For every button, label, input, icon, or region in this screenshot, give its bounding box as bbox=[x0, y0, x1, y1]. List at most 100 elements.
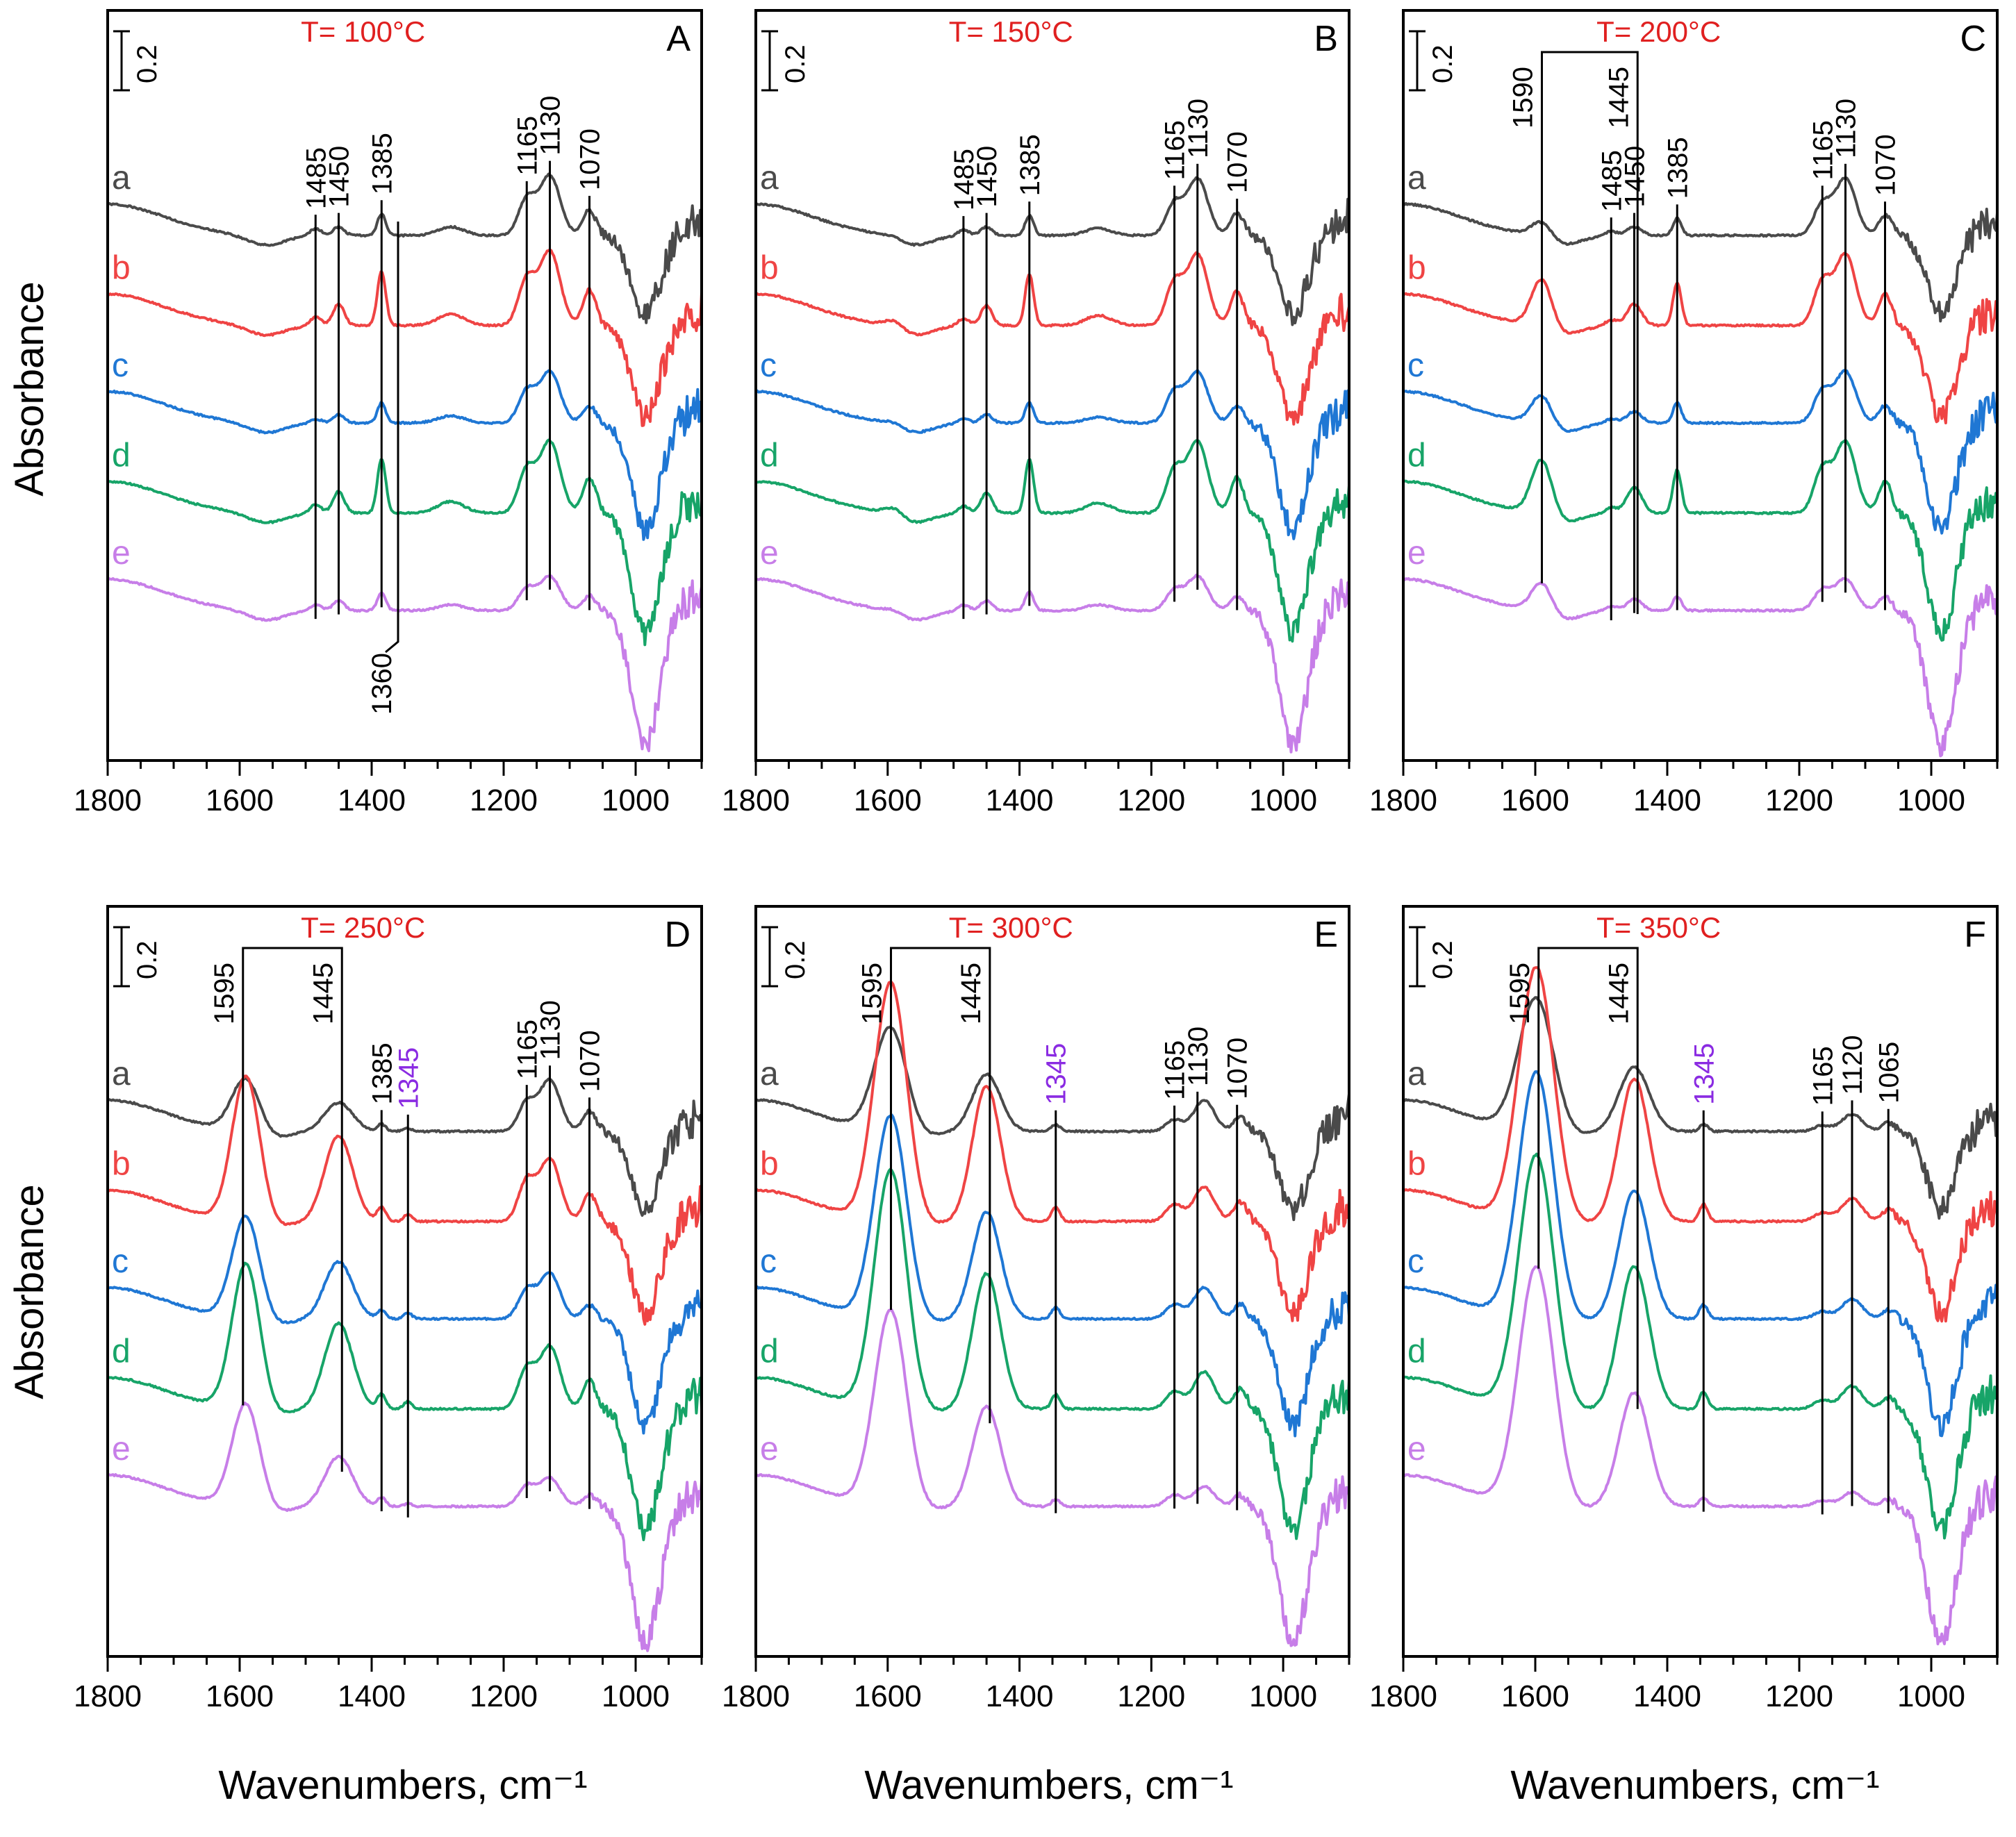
bracket-label-left: 1590 bbox=[1508, 67, 1539, 128]
series-label-e: e bbox=[760, 535, 779, 572]
x-tick-label-1400: 1400 bbox=[338, 783, 406, 817]
spectrum-a-e bbox=[106, 574, 703, 753]
x-tick-label-1800: 1800 bbox=[74, 1679, 142, 1713]
peak-label-1385: 1385 bbox=[367, 133, 397, 194]
peak-label-1070: 1070 bbox=[1223, 1038, 1253, 1099]
peak-label-1485: 1485 bbox=[949, 149, 980, 210]
peak-label-1485: 1485 bbox=[1596, 150, 1627, 212]
peak-label-1070: 1070 bbox=[1871, 134, 1901, 196]
series-label-c: c bbox=[1407, 1243, 1424, 1280]
series-label-a: a bbox=[112, 160, 131, 197]
peak-label-1345: 1345 bbox=[1689, 1043, 1719, 1105]
series-label-e: e bbox=[112, 535, 131, 572]
scale-bar-label: 0.2 bbox=[1428, 44, 1458, 83]
series-label-c: c bbox=[760, 347, 777, 384]
x-tick-label-1000: 1000 bbox=[602, 783, 670, 817]
peak-label-1385: 1385 bbox=[1662, 137, 1693, 199]
peak-label-1130: 1130 bbox=[1831, 99, 1862, 158]
x-tick-label-1400: 1400 bbox=[1633, 1679, 1701, 1713]
bracket-label-left: 1595 bbox=[209, 963, 240, 1024]
spectrum-b-c bbox=[754, 369, 1350, 540]
spectrum-c-c bbox=[1402, 369, 1999, 535]
series-label-b: b bbox=[1407, 1145, 1426, 1182]
peak-label-1165: 1165 bbox=[512, 116, 543, 176]
bracket-label-right: 1445 bbox=[1603, 67, 1634, 128]
series-label-a: a bbox=[1407, 1056, 1426, 1092]
bracket-label-left: 1595 bbox=[1505, 963, 1535, 1024]
series-label-e: e bbox=[1407, 1431, 1426, 1468]
spectrum-a-a bbox=[106, 172, 703, 324]
peak-label-1130: 1130 bbox=[536, 96, 566, 156]
panel-title: T= 250°C bbox=[301, 911, 425, 944]
series-label-d: d bbox=[112, 437, 131, 474]
series-label-d: d bbox=[760, 1333, 779, 1370]
bracket-label-right: 1445 bbox=[1603, 963, 1634, 1024]
peak-label-1165: 1165 bbox=[1808, 1046, 1838, 1106]
spectrum-a-c bbox=[107, 369, 703, 541]
peak-label-1385: 1385 bbox=[1015, 134, 1046, 196]
peak-label-1165: 1165 bbox=[512, 1020, 543, 1079]
x-tick-label-1800: 1800 bbox=[722, 783, 790, 817]
x-tick-label-1400: 1400 bbox=[986, 783, 1054, 817]
x-tick-label-1400: 1400 bbox=[986, 1679, 1054, 1713]
spectrum-d-c bbox=[107, 1214, 703, 1435]
peak-leader-1360 bbox=[385, 624, 399, 654]
series-label-a: a bbox=[1407, 160, 1426, 197]
x-tick-label-1600: 1600 bbox=[206, 1679, 274, 1713]
panel-letter: C bbox=[1960, 19, 1986, 59]
series-label-e: e bbox=[112, 1431, 131, 1468]
series-label-b: b bbox=[760, 249, 779, 286]
spectrum-f-a bbox=[1403, 996, 1999, 1220]
spectrum-d-a bbox=[106, 1077, 703, 1217]
x-tick-label-1200: 1200 bbox=[1765, 1679, 1833, 1713]
scale-bar-label: 0.2 bbox=[780, 940, 811, 979]
peak-label-1165: 1165 bbox=[1160, 1040, 1191, 1100]
peak-label-1130: 1130 bbox=[536, 1000, 566, 1060]
peak-label-1165: 1165 bbox=[1808, 120, 1838, 180]
series-label-d: d bbox=[1407, 437, 1426, 474]
peak-label-1450: 1450 bbox=[1620, 146, 1651, 208]
peak-bracket bbox=[890, 947, 991, 1424]
peak-label-1070: 1070 bbox=[575, 1030, 606, 1092]
peak-bracket bbox=[242, 947, 343, 1472]
spectrum-f-d bbox=[1402, 1152, 1999, 1540]
x-tick-label-1000: 1000 bbox=[1249, 783, 1317, 817]
series-label-c: c bbox=[112, 1243, 129, 1280]
x-tick-label-1800: 1800 bbox=[74, 783, 142, 817]
peak-label-1450: 1450 bbox=[972, 146, 1002, 208]
x-tick-label-1200: 1200 bbox=[1117, 1679, 1185, 1713]
spectrum-a-d bbox=[106, 438, 702, 647]
spectrum-c-b bbox=[1403, 251, 1999, 424]
bracket-label-right: 1445 bbox=[956, 963, 986, 1024]
x-tick-label-1800: 1800 bbox=[1369, 783, 1437, 817]
x-axis-label-left: Wavenumbers, cm⁻¹ bbox=[218, 1763, 587, 1808]
x-tick-label-1600: 1600 bbox=[1501, 1679, 1569, 1713]
series-label-d: d bbox=[112, 1333, 131, 1370]
peak-label-1485: 1485 bbox=[301, 147, 331, 209]
x-tick-label-1000: 1000 bbox=[602, 1679, 670, 1713]
spectrum-e-c bbox=[754, 1113, 1350, 1438]
scale-bar-label: 0.2 bbox=[1428, 940, 1458, 979]
series-label-a: a bbox=[760, 160, 779, 197]
spectrum-f-c bbox=[1403, 1070, 1999, 1438]
panel-letter: E bbox=[1314, 915, 1338, 955]
series-label-e: e bbox=[760, 1431, 779, 1468]
series-label-d: d bbox=[760, 437, 779, 474]
x-tick-label-1600: 1600 bbox=[854, 1679, 922, 1713]
x-tick-label-1000: 1000 bbox=[1897, 783, 1965, 817]
panel-title: T= 200°C bbox=[1596, 15, 1721, 48]
x-tick-label-1800: 1800 bbox=[722, 1679, 790, 1713]
series-label-a: a bbox=[112, 1056, 131, 1092]
spectrum-e-e bbox=[755, 1308, 1350, 1647]
series-label-b: b bbox=[112, 1145, 131, 1182]
x-tick-label-1000: 1000 bbox=[1897, 1679, 1965, 1713]
spectrum-f-b bbox=[1403, 966, 1999, 1323]
x-tick-label-1600: 1600 bbox=[206, 783, 274, 817]
x-tick-label-1000: 1000 bbox=[1249, 1679, 1317, 1713]
peak-label-1385: 1385 bbox=[367, 1042, 397, 1104]
series-label-a: a bbox=[760, 1056, 779, 1092]
